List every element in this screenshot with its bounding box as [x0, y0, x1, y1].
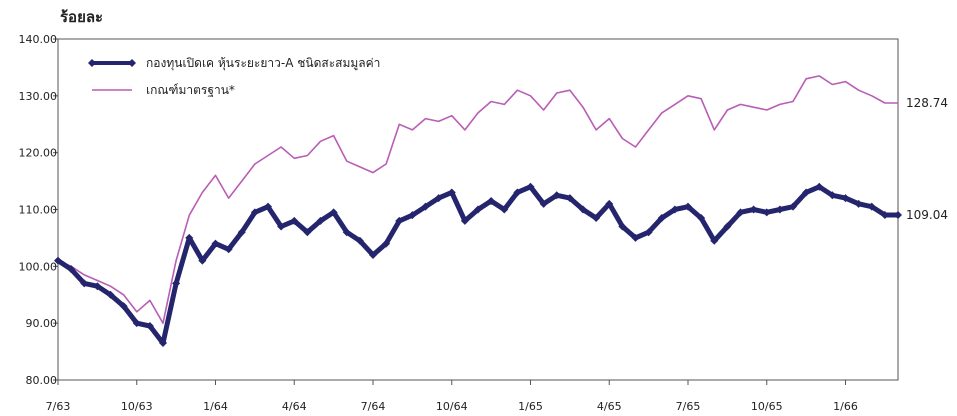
fund-data-point: [106, 290, 115, 299]
fund-data-point: [395, 216, 404, 225]
fund-data-point: [605, 199, 614, 208]
fund-data-point: [762, 208, 771, 217]
y-tick-label: 110.00: [19, 204, 58, 217]
fund-data-point: [264, 202, 272, 211]
fund-data-point: [277, 222, 286, 231]
legend: กองทุนเปิดเค หุ้นระยะยาว-A ชนิดสะสมมูลค่…: [88, 56, 380, 97]
fund-data-point: [670, 205, 679, 214]
x-tick-label: 7/65: [676, 400, 701, 413]
fund-data-point: [119, 302, 128, 311]
fund-data-point: [657, 214, 666, 223]
fund-data-point: [434, 194, 443, 203]
fund-data-point: [460, 216, 469, 225]
fund-data-point: [579, 205, 587, 214]
fund-data-point: [710, 236, 719, 245]
fund-data-point: [54, 256, 62, 265]
end-labels: 109.04 128.74: [906, 96, 948, 222]
fund-data-point: [369, 250, 377, 259]
x-tick-label: 10/65: [751, 400, 783, 413]
fund-data-point: [736, 208, 745, 217]
fund-data-point: [552, 191, 561, 200]
fund-data-point: [342, 228, 351, 237]
fund-data-point: [355, 236, 364, 245]
fund-data-point: [80, 279, 89, 288]
fund-data-point: [421, 202, 430, 211]
fund-data-point: [132, 319, 141, 328]
fund-data-point: [145, 322, 154, 331]
x-tick-label: 1/66: [833, 400, 858, 413]
fund-data-point: [828, 191, 837, 200]
fund-data-point: [211, 239, 220, 248]
fund-data-point: [172, 279, 181, 288]
fund-data-point: [329, 208, 338, 217]
y-tick-label: 90.00: [26, 317, 58, 330]
legend-fund-label: กองทุนเปิดเค หุ้นระยะยาว-A ชนิดสะสมมูลค่…: [146, 56, 380, 71]
y-tick-label: 140.00: [19, 33, 58, 46]
benchmark-end-value-label: 128.74: [906, 96, 948, 110]
legend-item-fund: กองทุนเปิดเค หุ้นระยะยาว-A ชนิดสะสมมูลค่…: [92, 56, 380, 71]
fund-data-point: [159, 339, 167, 348]
x-tick-label: 1/65: [518, 400, 543, 413]
fund-data-point: [513, 188, 522, 197]
fund-data-point: [815, 182, 824, 191]
fund-data-point: [631, 233, 640, 242]
fund-data-point: [185, 233, 194, 242]
fund-data-point: [565, 194, 574, 203]
x-tick-label: 1/64: [203, 400, 228, 413]
x-axis: 7/63 10/63 1/64 4/64 7/64 10/64 1/65 4/65 7/65 10…: [46, 380, 858, 413]
fund-data-point: [382, 239, 391, 248]
fund-data-point: [67, 265, 76, 274]
fund-data-point: [880, 210, 889, 219]
x-tick-label: 4/65: [597, 400, 622, 413]
fund-data-point: [789, 202, 797, 211]
x-tick-label: 7/63: [46, 400, 71, 413]
y-tick-label: 100.00: [19, 260, 58, 273]
legend-item-benchmark: เกณฑ์มาตรฐาน*: [92, 83, 235, 97]
y-tick-label: 130.00: [19, 90, 58, 103]
fund-data-point: [749, 205, 758, 214]
legend-fund-marker: [88, 59, 96, 67]
fund-data-point: [224, 245, 233, 254]
fund-data-point: [802, 188, 811, 197]
x-tick-label: 4/64: [282, 400, 307, 413]
fund-data-point: [854, 199, 863, 208]
fund-data-point: [250, 208, 259, 217]
fund-data-point: [408, 211, 417, 220]
fund-data-point: [303, 228, 312, 237]
fund-data-point: [474, 205, 482, 214]
legend-fund-marker: [128, 59, 136, 67]
x-tick-label: 10/64: [436, 400, 468, 413]
fund-data-point: [316, 216, 325, 225]
series-layer: [54, 75, 902, 348]
fund-data-point: [618, 222, 627, 231]
fund-data-point: [894, 210, 902, 219]
fund-data-point: [775, 205, 784, 214]
fund-data-point: [592, 214, 601, 223]
fund-data-point: [867, 202, 876, 211]
fund-data-point: [684, 202, 692, 211]
fund-data-point: [539, 199, 548, 208]
y-axis-unit-label: ร้อยละ: [60, 8, 103, 26]
y-tick-label: 120.00: [19, 147, 58, 160]
fund-data-point: [487, 196, 496, 205]
fund-end-value-label: 109.04: [906, 208, 948, 222]
fund-data-point: [526, 182, 535, 191]
fund-data-point: [841, 194, 850, 203]
fund-data-point: [447, 188, 456, 197]
fund-data-point: [93, 282, 102, 291]
x-tick-label: 10/63: [121, 400, 153, 413]
fund-data-point: [644, 228, 653, 237]
y-axis: 80.00 90.00 100.00 110.00 120.00 130.00 140.00: [19, 33, 58, 387]
fund-data-point: [697, 214, 706, 223]
fund-data-point: [198, 256, 207, 265]
legend-benchmark-label: เกณฑ์มาตรฐาน*: [146, 83, 235, 97]
fund-data-point: [723, 222, 732, 231]
fund-data-point: [237, 228, 246, 237]
x-tick-label: 7/64: [361, 400, 386, 413]
fund-data-point: [500, 205, 509, 214]
fund-data-point: [290, 216, 299, 225]
benchmark-series-line: [57, 75, 899, 325]
y-tick-label: 80.00: [26, 374, 58, 387]
